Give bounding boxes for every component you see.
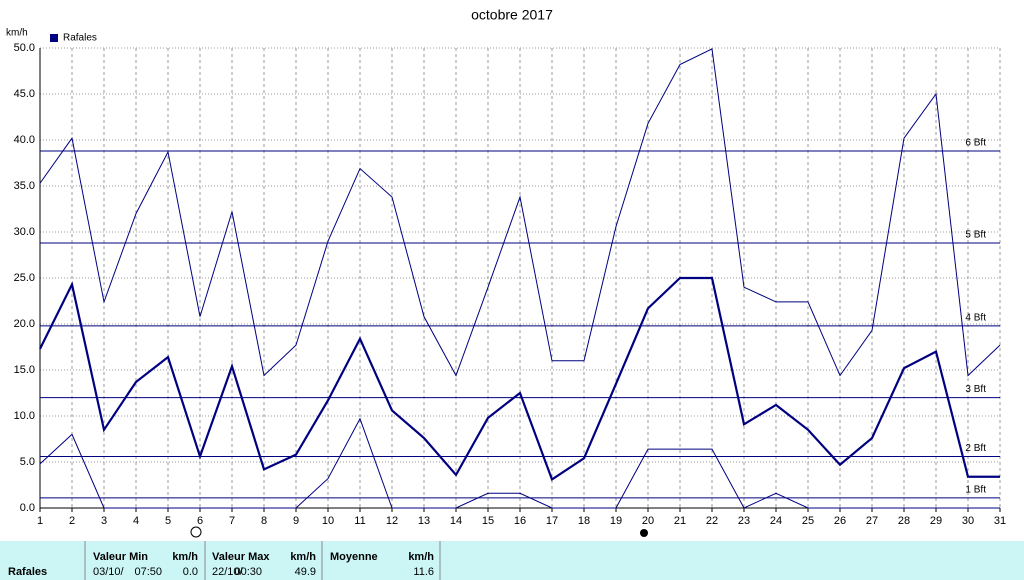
x-tick-label: 23 [738, 515, 750, 527]
table-cell: 11.6 [413, 566, 434, 578]
x-tick-label: 4 [133, 515, 139, 527]
x-tick-label: 29 [930, 515, 942, 527]
x-tick-label: 20 [642, 515, 654, 527]
x-tick-label: 18 [578, 515, 590, 527]
table-cell: Rafales [8, 566, 47, 578]
y-tick-label: 20.0 [14, 318, 35, 330]
x-tick-label: 28 [898, 515, 910, 527]
beaufort-label: 4 Bft [965, 312, 986, 323]
x-tick-label: 8 [261, 515, 267, 527]
series-line [39, 48, 1001, 377]
x-tick-label: 10 [322, 515, 334, 527]
table-header: km/h [290, 551, 316, 563]
x-tick-label: 13 [418, 515, 430, 527]
x-tick-label: 22 [706, 515, 718, 527]
y-tick-label: 45.0 [14, 88, 35, 100]
table-borders [84, 541, 441, 580]
table-cell: 0.0 [183, 566, 198, 578]
x-tick-label: 30 [962, 515, 974, 527]
x-tick-label: 21 [674, 515, 686, 527]
x-tick-label: 3 [101, 515, 107, 527]
table-cell: 03/10/ [93, 566, 125, 578]
beaufort-label: 1 Bft [965, 485, 986, 496]
y-tick-label: 0.0 [20, 502, 35, 514]
y-tick-label: 5.0 [20, 456, 35, 468]
series-line [39, 276, 1000, 482]
legend-label: Rafales [63, 33, 97, 44]
table-header: Valeur Min [93, 551, 148, 563]
x-tick-label: 12 [386, 515, 398, 527]
y-tick-label: 35.0 [14, 180, 35, 192]
x-tick-label: 9 [293, 515, 299, 527]
min-marker [190, 526, 202, 538]
y-tick-label: 30.0 [14, 226, 35, 238]
y-tick-label: 25.0 [14, 272, 35, 284]
x-tick-label: 17 [546, 515, 558, 527]
x-tick-label: 16 [514, 515, 526, 527]
x-tick-label: 1 [37, 515, 43, 527]
table-cell: 00:30 [234, 566, 262, 578]
beaufort-label: 5 Bft [965, 230, 986, 241]
chart-title: octobre 2017 [471, 7, 553, 23]
stats-panel [0, 541, 1024, 580]
x-tick-label: 26 [834, 515, 846, 527]
y-tick-label: 40.0 [14, 134, 35, 146]
table-cell: 49.9 [295, 566, 316, 578]
beaufort-label: 3 Bft [965, 384, 986, 395]
x-tick-label: 7 [229, 515, 235, 527]
x-tick-label: 19 [610, 515, 622, 527]
table-cell: 07:50 [134, 566, 162, 578]
table-header: Valeur Max [212, 551, 270, 563]
y-tick-label: 15.0 [14, 364, 35, 376]
y-tick-label: 50.0 [14, 42, 35, 54]
x-tick-label: 27 [866, 515, 878, 527]
table-cell: 22/10/ [212, 566, 244, 578]
x-tick-label: 14 [450, 515, 462, 527]
x-tick-label: 2 [69, 515, 75, 527]
x-tick-label: 15 [482, 515, 494, 527]
series-line [39, 417, 1000, 509]
x-tick-label: 31 [994, 515, 1006, 527]
table-header: Moyenne [330, 551, 378, 563]
table-header: km/h [408, 551, 434, 563]
y-axis-label: km/h [6, 28, 28, 39]
max-marker [640, 529, 648, 537]
beaufort-label: 2 Bft [965, 443, 986, 454]
y-tick-label: 10.0 [14, 410, 35, 422]
x-tick-label: 25 [802, 515, 814, 527]
x-tick-label: 6 [197, 515, 203, 527]
x-tick-label: 11 [354, 515, 365, 527]
x-tick-label: 24 [770, 515, 782, 527]
table-header: km/h [172, 551, 198, 563]
legend-swatch [50, 34, 58, 42]
beaufort-label: 6 Bft [965, 138, 986, 149]
x-tick-label: 5 [165, 515, 171, 527]
